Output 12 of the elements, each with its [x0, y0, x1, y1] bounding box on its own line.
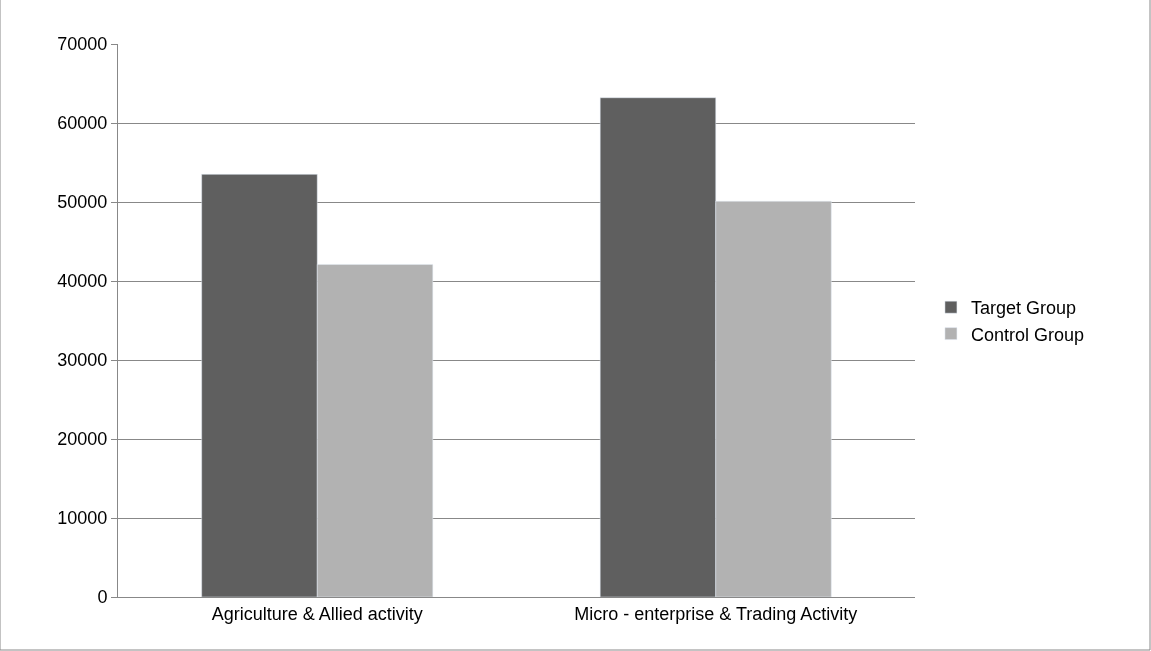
y-tick-label: 0	[97, 587, 108, 608]
y-tick-label: 40000	[57, 271, 108, 292]
y-tick-label: 60000	[57, 113, 108, 134]
x-tick-label: Agriculture & Allied activity	[211, 603, 423, 624]
y-tick-label: 70000	[57, 34, 108, 55]
legend-label: Control Group	[970, 324, 1084, 345]
x-tick-label: Micro - enterprise & Trading Activity	[574, 603, 858, 624]
y-tick-label: 50000	[57, 192, 108, 213]
y-tick-label: 10000	[57, 508, 108, 529]
y-tick-label: 30000	[57, 350, 108, 371]
legend-label: Target Group	[970, 298, 1076, 319]
y-tick-label: 20000	[57, 429, 108, 450]
